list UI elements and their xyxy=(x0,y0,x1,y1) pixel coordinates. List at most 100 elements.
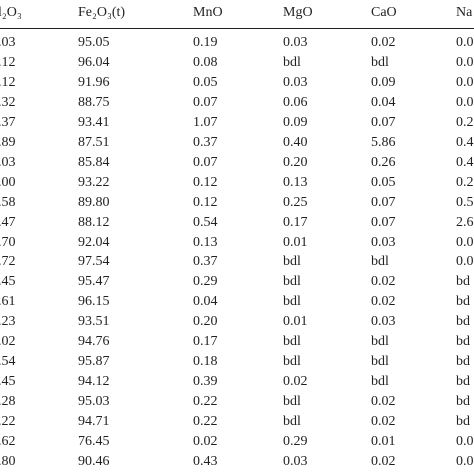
table-cell: bdl xyxy=(371,334,389,350)
header-cell: l₂O₃ xyxy=(0,5,22,20)
table-cell: 0.01 xyxy=(283,314,308,330)
table-cell: 76.45 xyxy=(78,434,110,449)
header-cell: MgO xyxy=(283,5,313,20)
table-cell: 0.03 xyxy=(283,35,308,50)
table-cell: .45 xyxy=(0,374,16,390)
table-cell: 0.01 xyxy=(371,434,396,449)
table-cell: bdl xyxy=(283,414,301,430)
table-cell: 85.84 xyxy=(78,154,110,170)
table-cell: 0.09 xyxy=(371,74,396,90)
table-cell: 0.22 xyxy=(193,414,218,430)
table-cell: 96.04 xyxy=(78,54,110,70)
table-cell: 0.0 xyxy=(456,234,474,250)
table-cell: .22 xyxy=(0,414,16,430)
table-cell: 0.13 xyxy=(283,174,308,190)
table-cell: 0.29 xyxy=(193,274,218,290)
table-cell: 0.09 xyxy=(283,114,308,130)
table-cell: 90.46 xyxy=(78,453,110,469)
table-cell: .70 xyxy=(0,234,16,250)
table-cell: 0.20 xyxy=(283,154,308,170)
table-cell: 0.0 xyxy=(456,74,474,90)
table-cell: 0.0 xyxy=(456,434,474,449)
table-cell: bdl xyxy=(283,354,301,370)
table-cell: 0.04 xyxy=(193,294,218,310)
table-cell: bd xyxy=(456,414,470,430)
table-cell: 0.04 xyxy=(371,94,396,110)
table-cell: 0.17 xyxy=(193,334,218,350)
table-cell: 0.02 xyxy=(371,274,396,290)
table-cell: bd xyxy=(456,374,470,390)
table-cell: 94.71 xyxy=(78,414,110,430)
table-cell: bdl xyxy=(283,334,301,350)
table-cell: 0.18 xyxy=(193,354,218,370)
table-cell: 0.37 xyxy=(193,254,218,270)
table-cell: .32 xyxy=(0,94,16,110)
table-cell: bdl xyxy=(283,294,301,310)
table-cell: 0.07 xyxy=(371,114,396,130)
table-cell: 0.0 xyxy=(456,453,474,469)
table-cell: .12 xyxy=(0,74,16,90)
table-cell: bd xyxy=(456,354,470,370)
table-cell: 0.01 xyxy=(283,234,308,250)
table-cell: 0.4 xyxy=(456,134,474,150)
table-cell: 0.17 xyxy=(283,214,308,230)
table-cell: .28 xyxy=(0,394,16,410)
table-cell: 0.37 xyxy=(193,134,218,150)
table-cell: .23 xyxy=(0,314,16,330)
table-cell: bd xyxy=(456,314,470,330)
table-cell: 1.07 xyxy=(193,114,218,130)
table-cell: 0.0 xyxy=(456,54,474,70)
table-cell: bdl xyxy=(283,254,301,270)
table-cell: .89 xyxy=(0,134,16,150)
table-cell: bd xyxy=(456,334,470,350)
table-cell: 0.02 xyxy=(371,394,396,410)
table-cell: .62 xyxy=(0,434,16,449)
table-cell: bdl xyxy=(283,394,301,410)
table-cell: 0.0 xyxy=(456,35,474,50)
table-cell: 2.6 xyxy=(456,214,474,230)
table-cell: 0.2 xyxy=(456,174,474,190)
table-cell: 0.5 xyxy=(456,194,474,210)
table-cell: 0.08 xyxy=(193,54,218,70)
table-cell: .58 xyxy=(0,194,16,210)
table-cell: 0.22 xyxy=(193,394,218,410)
table-cell: 0.29 xyxy=(283,434,308,449)
table-cell: 89.80 xyxy=(78,194,110,210)
table-cell: 0.20 xyxy=(193,314,218,330)
table-cell: 92.04 xyxy=(78,234,110,250)
table-cell: bdl xyxy=(283,274,301,290)
table-cell: 0.39 xyxy=(193,374,218,390)
table-cell: 0.13 xyxy=(193,234,218,250)
table-cell: .47 xyxy=(0,214,16,230)
table-cell: 94.12 xyxy=(78,374,110,390)
table-cell: 0.12 xyxy=(193,174,218,190)
table-cell: 95.47 xyxy=(78,274,110,290)
table-cell: 91.96 xyxy=(78,74,110,90)
table-cell: bdl xyxy=(371,54,389,70)
table-cell: bd xyxy=(456,274,470,290)
table-cell: 0.0 xyxy=(456,254,474,270)
table-cell: .03 xyxy=(0,35,16,50)
table-cell: 0.43 xyxy=(193,453,218,469)
table-cell: 0.07 xyxy=(193,94,218,110)
table-cell: .37 xyxy=(0,114,16,130)
table-cell: 0.02 xyxy=(283,374,308,390)
header-rule xyxy=(0,28,474,29)
table-cell: bdl xyxy=(371,254,389,270)
table-cell: 0.03 xyxy=(371,314,396,330)
table-cell: .45 xyxy=(0,274,16,290)
table-cell: 87.51 xyxy=(78,134,110,150)
table-cell: 95.03 xyxy=(78,394,110,410)
table-cell: 94.76 xyxy=(78,334,110,350)
table-cell: 93.51 xyxy=(78,314,110,330)
table-cell: 0.26 xyxy=(371,154,396,170)
table-cell: 95.05 xyxy=(78,35,110,50)
table-cell: .00 xyxy=(0,174,16,190)
table-cell: 0.2 xyxy=(456,114,474,130)
table-cell: 88.12 xyxy=(78,214,110,230)
table-cell: bdl xyxy=(371,374,389,390)
table-cell: 0.07 xyxy=(193,154,218,170)
table-cell: 0.03 xyxy=(371,234,396,250)
table-cell: 0.02 xyxy=(193,434,218,449)
